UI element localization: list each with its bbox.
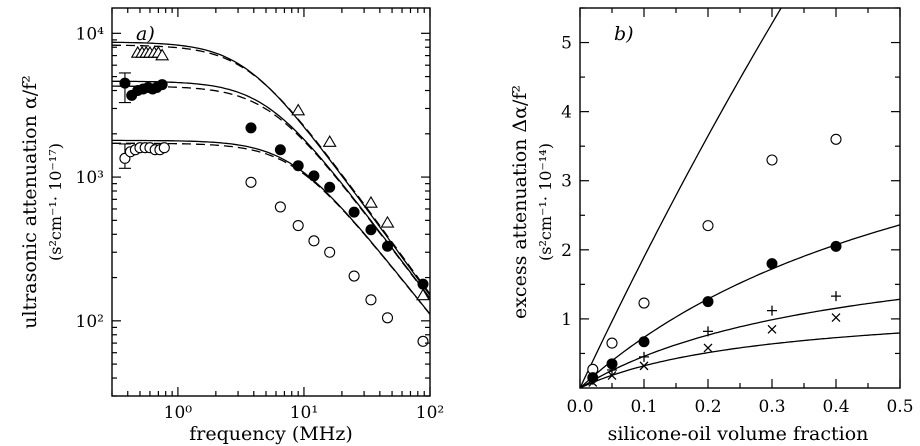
panel-b-y-tick-label: 4	[561, 103, 572, 123]
panel-b-x-tick-label: 0.1	[630, 397, 657, 417]
panel-a-fit-curve-2	[112, 80, 431, 299]
panel-a-marks	[112, 41, 431, 347]
panel-b-point-filled-circle	[830, 240, 842, 252]
panel-b-point-plus	[607, 365, 617, 376]
panel-a-point-filled-circle	[156, 79, 168, 91]
panel-b-point-plus	[831, 291, 841, 302]
panel-b-point-cross	[831, 313, 841, 322]
panel-b-y-tick-label: 1	[561, 310, 572, 330]
panel-a-point-triangle	[416, 288, 430, 301]
panel-b-y-tick-label: 3	[561, 172, 572, 192]
panel-a-dashed-curve-2	[112, 85, 431, 300]
panel-a-x-tick-label: 10⁰	[164, 403, 193, 423]
panel-a-point-open-circle	[324, 246, 336, 258]
panel-b-point-open-circle	[702, 220, 714, 232]
panel-b-point-open-circle	[766, 154, 778, 166]
panel-a-point-open-circle	[348, 270, 360, 282]
panel-a-y-tick-label: 10²	[76, 312, 104, 332]
panel-a-dashed-curve-1	[112, 44, 431, 295]
panel-b-frame	[579, 7, 901, 389]
panel-a-frame	[111, 7, 431, 397]
panel-a-point-filled-circle	[348, 206, 360, 218]
panel-b-point-filled-circle	[638, 336, 650, 348]
panel-b-point-open-circle	[606, 337, 618, 349]
panel-b-point-filled-circle	[702, 296, 714, 308]
panel-b-marks	[580, 8, 900, 388]
panel-b-point-cross	[588, 378, 598, 387]
panel-b-point-cross	[767, 324, 777, 334]
panel-b-point-plus	[767, 305, 777, 316]
panel-a-y-axis-label: ultrasonic attenuation α/f²	[19, 75, 41, 329]
panel-b-x-tick-label: 0.2	[694, 397, 721, 417]
panel-a-point-filled-circle	[417, 278, 429, 290]
panel-a-x-tick-label: 10¹	[290, 403, 318, 423]
panel-a-label: a)	[136, 23, 155, 45]
panel-b-point-cross	[607, 371, 617, 381]
panel-a-point-open-circle	[245, 176, 257, 188]
panel-b-fit-curve-2	[580, 224, 900, 388]
panel-a-point-open-circle	[417, 335, 429, 347]
panel-a-point-open-circle	[365, 294, 377, 306]
panel-a-point-triangle	[363, 195, 378, 208]
panel-b-label: b)	[614, 23, 634, 45]
panel-a-x-tick-label: 10²	[416, 403, 444, 423]
panel-a-point-open-circle	[292, 220, 304, 232]
panel-a-y-tick-label: 10³	[76, 168, 104, 188]
panel-b-ticks: 0.0 0.1 0.2 0.3 0.4 0.5 1 2 3 4 5	[561, 7, 914, 417]
panel-b-point-cross	[703, 343, 713, 353]
panel-b-point-plus	[639, 351, 649, 362]
panel-a-point-filled-circle	[324, 181, 336, 193]
panel-a-x-axis-label: frequency (MHz)	[189, 423, 353, 445]
panel-a-point-open-circle	[308, 235, 320, 247]
panel-a-point-open-circle	[274, 201, 286, 213]
panel-b-fit-curve-3	[580, 298, 900, 388]
panel-b-x-tick-label: 0.3	[758, 397, 785, 417]
panel-a-point-triangle	[322, 135, 337, 147]
panel-a-point-filled-circle	[245, 122, 257, 134]
panel-b-fit-curve-1	[580, 8, 782, 388]
panel-b-x-tick-label: 0.4	[822, 397, 849, 417]
panel-b-y-axis-unit: (s²cm⁻¹· 10⁻¹⁴)	[536, 143, 555, 261]
panel-a-dashed-curve-3	[112, 142, 431, 315]
panel-a: 10⁰ 10¹ 10² 10² 10³ 10⁴ a) frequency (MHz) ul…	[19, 7, 444, 445]
panel-a-ticks: 10⁰ 10¹ 10² 10² 10³ 10⁴	[76, 8, 444, 423]
panel-a-point-filled-circle	[119, 77, 131, 89]
panel-b-point-cross	[639, 361, 649, 371]
panel-a-point-open-circle	[381, 312, 394, 324]
panel-b-x-tick-label: 0.5	[886, 397, 913, 417]
panel-a-point-open-circle	[158, 142, 170, 154]
panel-b-point-open-circle	[638, 297, 650, 309]
panel-b-point-filled-circle	[766, 258, 778, 270]
panel-b-y-tick-label: 5	[561, 34, 572, 54]
panel-a-point-filled-circle	[292, 160, 304, 172]
panel-b-point-plus	[703, 326, 713, 337]
panel-b-fit-curve-4	[580, 332, 900, 388]
panel-b-x-tick-label: 0.0	[566, 397, 593, 417]
panel-a-point-filled-circle	[308, 170, 320, 182]
panel-b-y-tick-label: 2	[561, 241, 572, 261]
panel-b-point-open-circle	[830, 133, 842, 145]
panel-b-y-axis-label: excess attenuation Δα/f²	[509, 85, 531, 319]
panel-b-x-axis-label: silicone-oil volume fraction	[608, 423, 869, 445]
panel-a-point-triangle	[380, 215, 395, 228]
panel-b: 0.0 0.1 0.2 0.3 0.4 0.5 1 2 3 4 5 b) silicone-oil …	[509, 7, 914, 445]
panel-a-point-filled-circle	[365, 224, 377, 236]
panel-a-point-filled-circle	[274, 144, 286, 156]
panel-a-y-tick-label: 10⁴	[76, 24, 105, 44]
panel-a-point-triangle	[155, 48, 170, 61]
panel-a-point-triangle	[291, 103, 306, 116]
panel-a-point-filled-circle	[381, 240, 393, 252]
panel-a-y-axis-unit: (s²cm⁻¹· 10⁻¹⁷)	[46, 143, 65, 261]
